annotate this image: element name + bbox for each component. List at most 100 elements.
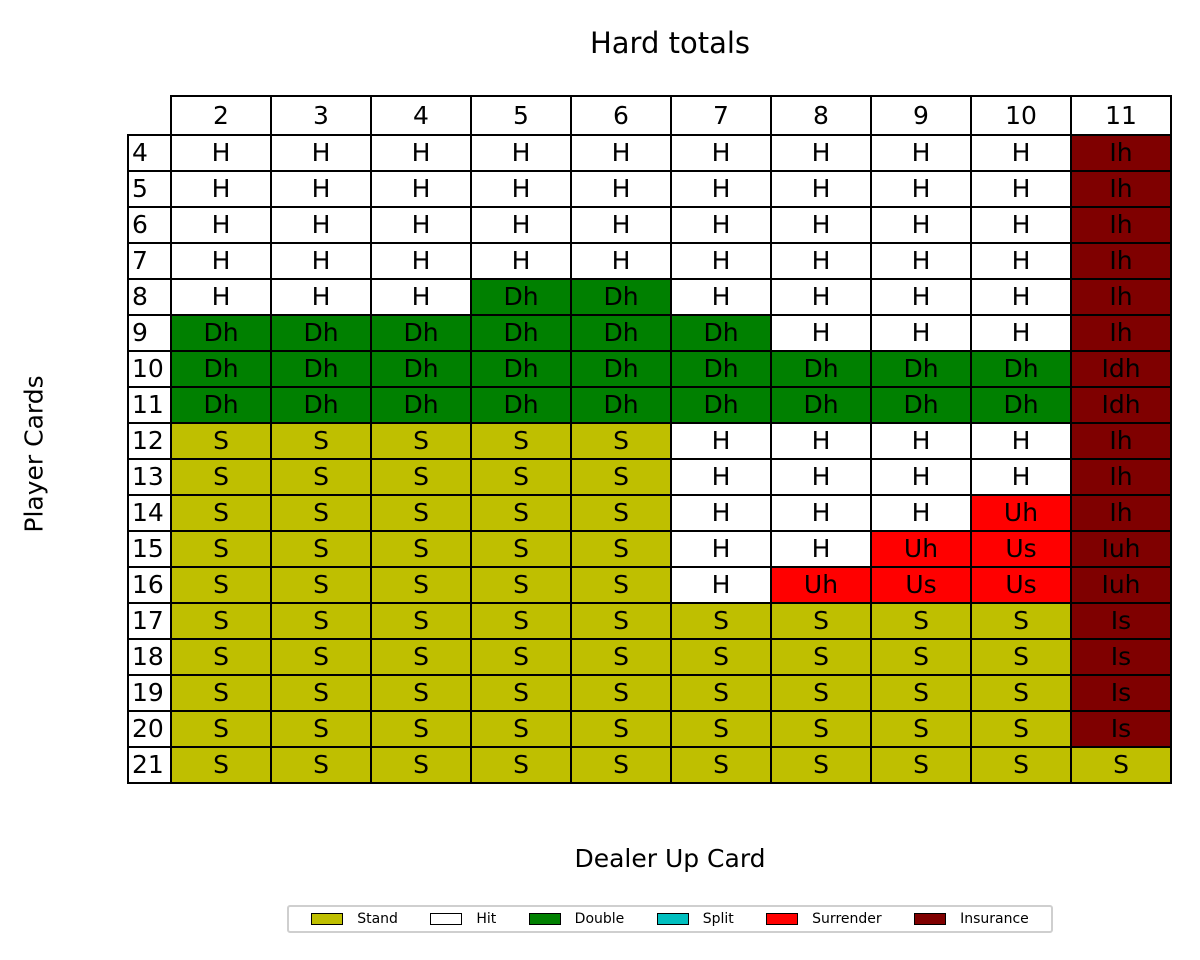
strategy-cell: Uh xyxy=(870,530,972,568)
strategy-cell: S xyxy=(770,710,872,748)
table-row: 17 S S S S S S S S S Is xyxy=(127,602,1172,640)
strategy-cell: H xyxy=(770,170,872,208)
table-row: 11 Dh Dh Dh Dh Dh Dh Dh Dh Dh Idh xyxy=(127,386,1172,424)
strategy-cell: H xyxy=(370,134,472,172)
strategy-cell: H xyxy=(770,134,872,172)
strategy-cell: Dh xyxy=(670,350,772,388)
strategy-cell: Dh xyxy=(170,314,272,352)
strategy-cell: S xyxy=(970,638,1072,676)
strategy-cell: H xyxy=(770,494,872,532)
strategy-cell: S xyxy=(170,602,272,640)
strategy-cell: S xyxy=(970,710,1072,748)
strategy-cell: S xyxy=(270,422,372,460)
column-header: 7 xyxy=(670,95,772,136)
strategy-cell: H xyxy=(570,206,672,244)
strategy-cell: H xyxy=(170,278,272,316)
strategy-cell: S xyxy=(370,422,472,460)
strategy-table: 2 3 4 5 6 7 8 9 10 11 4 H H H H H H H H H Ih 5 H H H H H H H H H Ih 6 H H H… xyxy=(127,95,1172,784)
strategy-cell: H xyxy=(870,494,972,532)
row-label: 5 xyxy=(127,170,172,208)
row-label: 12 xyxy=(127,422,172,460)
strategy-cell: S xyxy=(170,566,272,604)
table-row: 21 S S S S S S S S S S xyxy=(127,746,1172,784)
strategy-cell: H xyxy=(670,278,772,316)
strategy-cell: H xyxy=(770,422,872,460)
table-row: 5 H H H H H H H H H Ih xyxy=(127,170,1172,208)
strategy-cell: Dh xyxy=(370,386,472,424)
column-header: 6 xyxy=(570,95,672,136)
y-axis-label: Player Cards xyxy=(19,375,49,533)
strategy-cell: S xyxy=(270,530,372,568)
strategy-cell: H xyxy=(170,170,272,208)
strategy-cell: S xyxy=(270,458,372,496)
strategy-cell: Is xyxy=(1070,710,1172,748)
row-label: 18 xyxy=(127,638,172,676)
strategy-cell: H xyxy=(970,242,1072,280)
strategy-cell: S xyxy=(470,674,572,712)
strategy-cell: H xyxy=(370,206,472,244)
strategy-cell: H xyxy=(570,242,672,280)
strategy-cell: S xyxy=(470,746,572,784)
legend-item: Split xyxy=(656,911,734,927)
strategy-cell: H xyxy=(370,170,472,208)
strategy-cell: S xyxy=(1070,746,1172,784)
strategy-cell: Us xyxy=(970,530,1072,568)
strategy-cell: Dh xyxy=(570,314,672,352)
strategy-cell: H xyxy=(270,134,372,172)
strategy-cell: S xyxy=(370,638,472,676)
strategy-cell: Dh xyxy=(470,350,572,388)
strategy-cell: S xyxy=(270,746,372,784)
row-label: 10 xyxy=(127,350,172,388)
strategy-cell: H xyxy=(870,206,972,244)
strategy-cell: S xyxy=(170,746,272,784)
strategy-cell: S xyxy=(170,710,272,748)
strategy-cell: H xyxy=(370,242,472,280)
strategy-cell: Dh xyxy=(170,386,272,424)
strategy-cell: S xyxy=(570,530,672,568)
strategy-cell: H xyxy=(970,134,1072,172)
strategy-cell: H xyxy=(770,314,872,352)
strategy-cell: Dh xyxy=(470,386,572,424)
strategy-cell: S xyxy=(270,566,372,604)
legend: Stand Hit Double Split Surrender Insurance xyxy=(287,905,1053,933)
strategy-cell: S xyxy=(270,494,372,532)
strategy-cell: S xyxy=(970,602,1072,640)
strategy-cell: S xyxy=(670,638,772,676)
strategy-cell: H xyxy=(770,530,872,568)
strategy-cell: Dh xyxy=(570,386,672,424)
strategy-cell: S xyxy=(670,710,772,748)
strategy-cell: H xyxy=(670,530,772,568)
strategy-cell: Dh xyxy=(970,386,1072,424)
strategy-cell: H xyxy=(270,242,372,280)
strategy-cell: Ih xyxy=(1070,314,1172,352)
strategy-cell: Dh xyxy=(470,278,572,316)
legend-label: Insurance xyxy=(960,911,1029,927)
strategy-cell: H xyxy=(270,206,372,244)
strategy-cell: Us xyxy=(970,566,1072,604)
strategy-cell: Uh xyxy=(770,566,872,604)
column-header: 3 xyxy=(270,95,372,136)
strategy-cell: S xyxy=(870,674,972,712)
strategy-cell: Iuh xyxy=(1070,530,1172,568)
strategy-cell: H xyxy=(870,458,972,496)
strategy-cell: H xyxy=(770,206,872,244)
column-header: 9 xyxy=(870,95,972,136)
strategy-cell: H xyxy=(870,242,972,280)
strategy-cell: Us xyxy=(870,566,972,604)
strategy-cell: H xyxy=(970,206,1072,244)
table-row: 20 S S S S S S S S S Is xyxy=(127,710,1172,748)
strategy-cell: H xyxy=(970,278,1072,316)
strategy-cell: S xyxy=(470,530,572,568)
strategy-cell: H xyxy=(870,422,972,460)
strategy-cell: H xyxy=(670,134,772,172)
strategy-cell: Ih xyxy=(1070,422,1172,460)
strategy-cell: S xyxy=(570,710,672,748)
row-label: 15 xyxy=(127,530,172,568)
row-label: 14 xyxy=(127,494,172,532)
row-label: 13 xyxy=(127,458,172,496)
strategy-cell: S xyxy=(370,746,472,784)
column-header: 11 xyxy=(1070,95,1172,136)
strategy-cell: Dh xyxy=(870,350,972,388)
x-axis-label: Dealer Up Card xyxy=(574,844,766,873)
